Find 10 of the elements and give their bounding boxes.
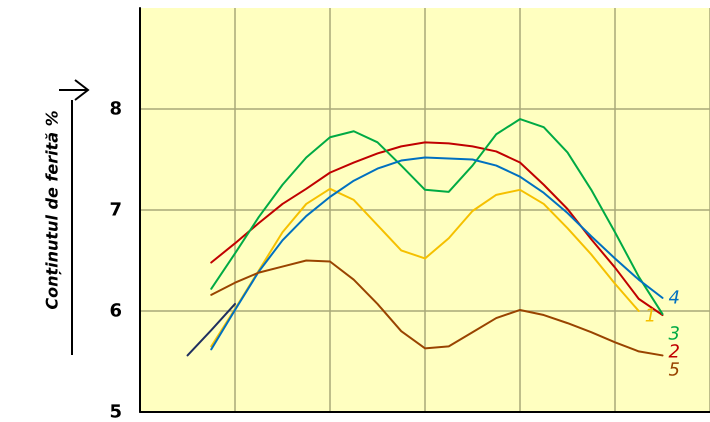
line-series xyxy=(210,156,664,350)
series-label: 4 xyxy=(668,287,680,308)
y-tick-label: 7 xyxy=(109,200,122,220)
y-tick-label: 5 xyxy=(109,402,122,422)
y-tick-label: 6 xyxy=(109,300,122,322)
line-series xyxy=(210,260,664,356)
y-tick-label: 8 xyxy=(109,98,122,120)
y-axis-title: Conținutul de ferită % xyxy=(42,110,62,310)
line-series xyxy=(210,188,640,348)
series-label: 1 xyxy=(644,305,656,326)
